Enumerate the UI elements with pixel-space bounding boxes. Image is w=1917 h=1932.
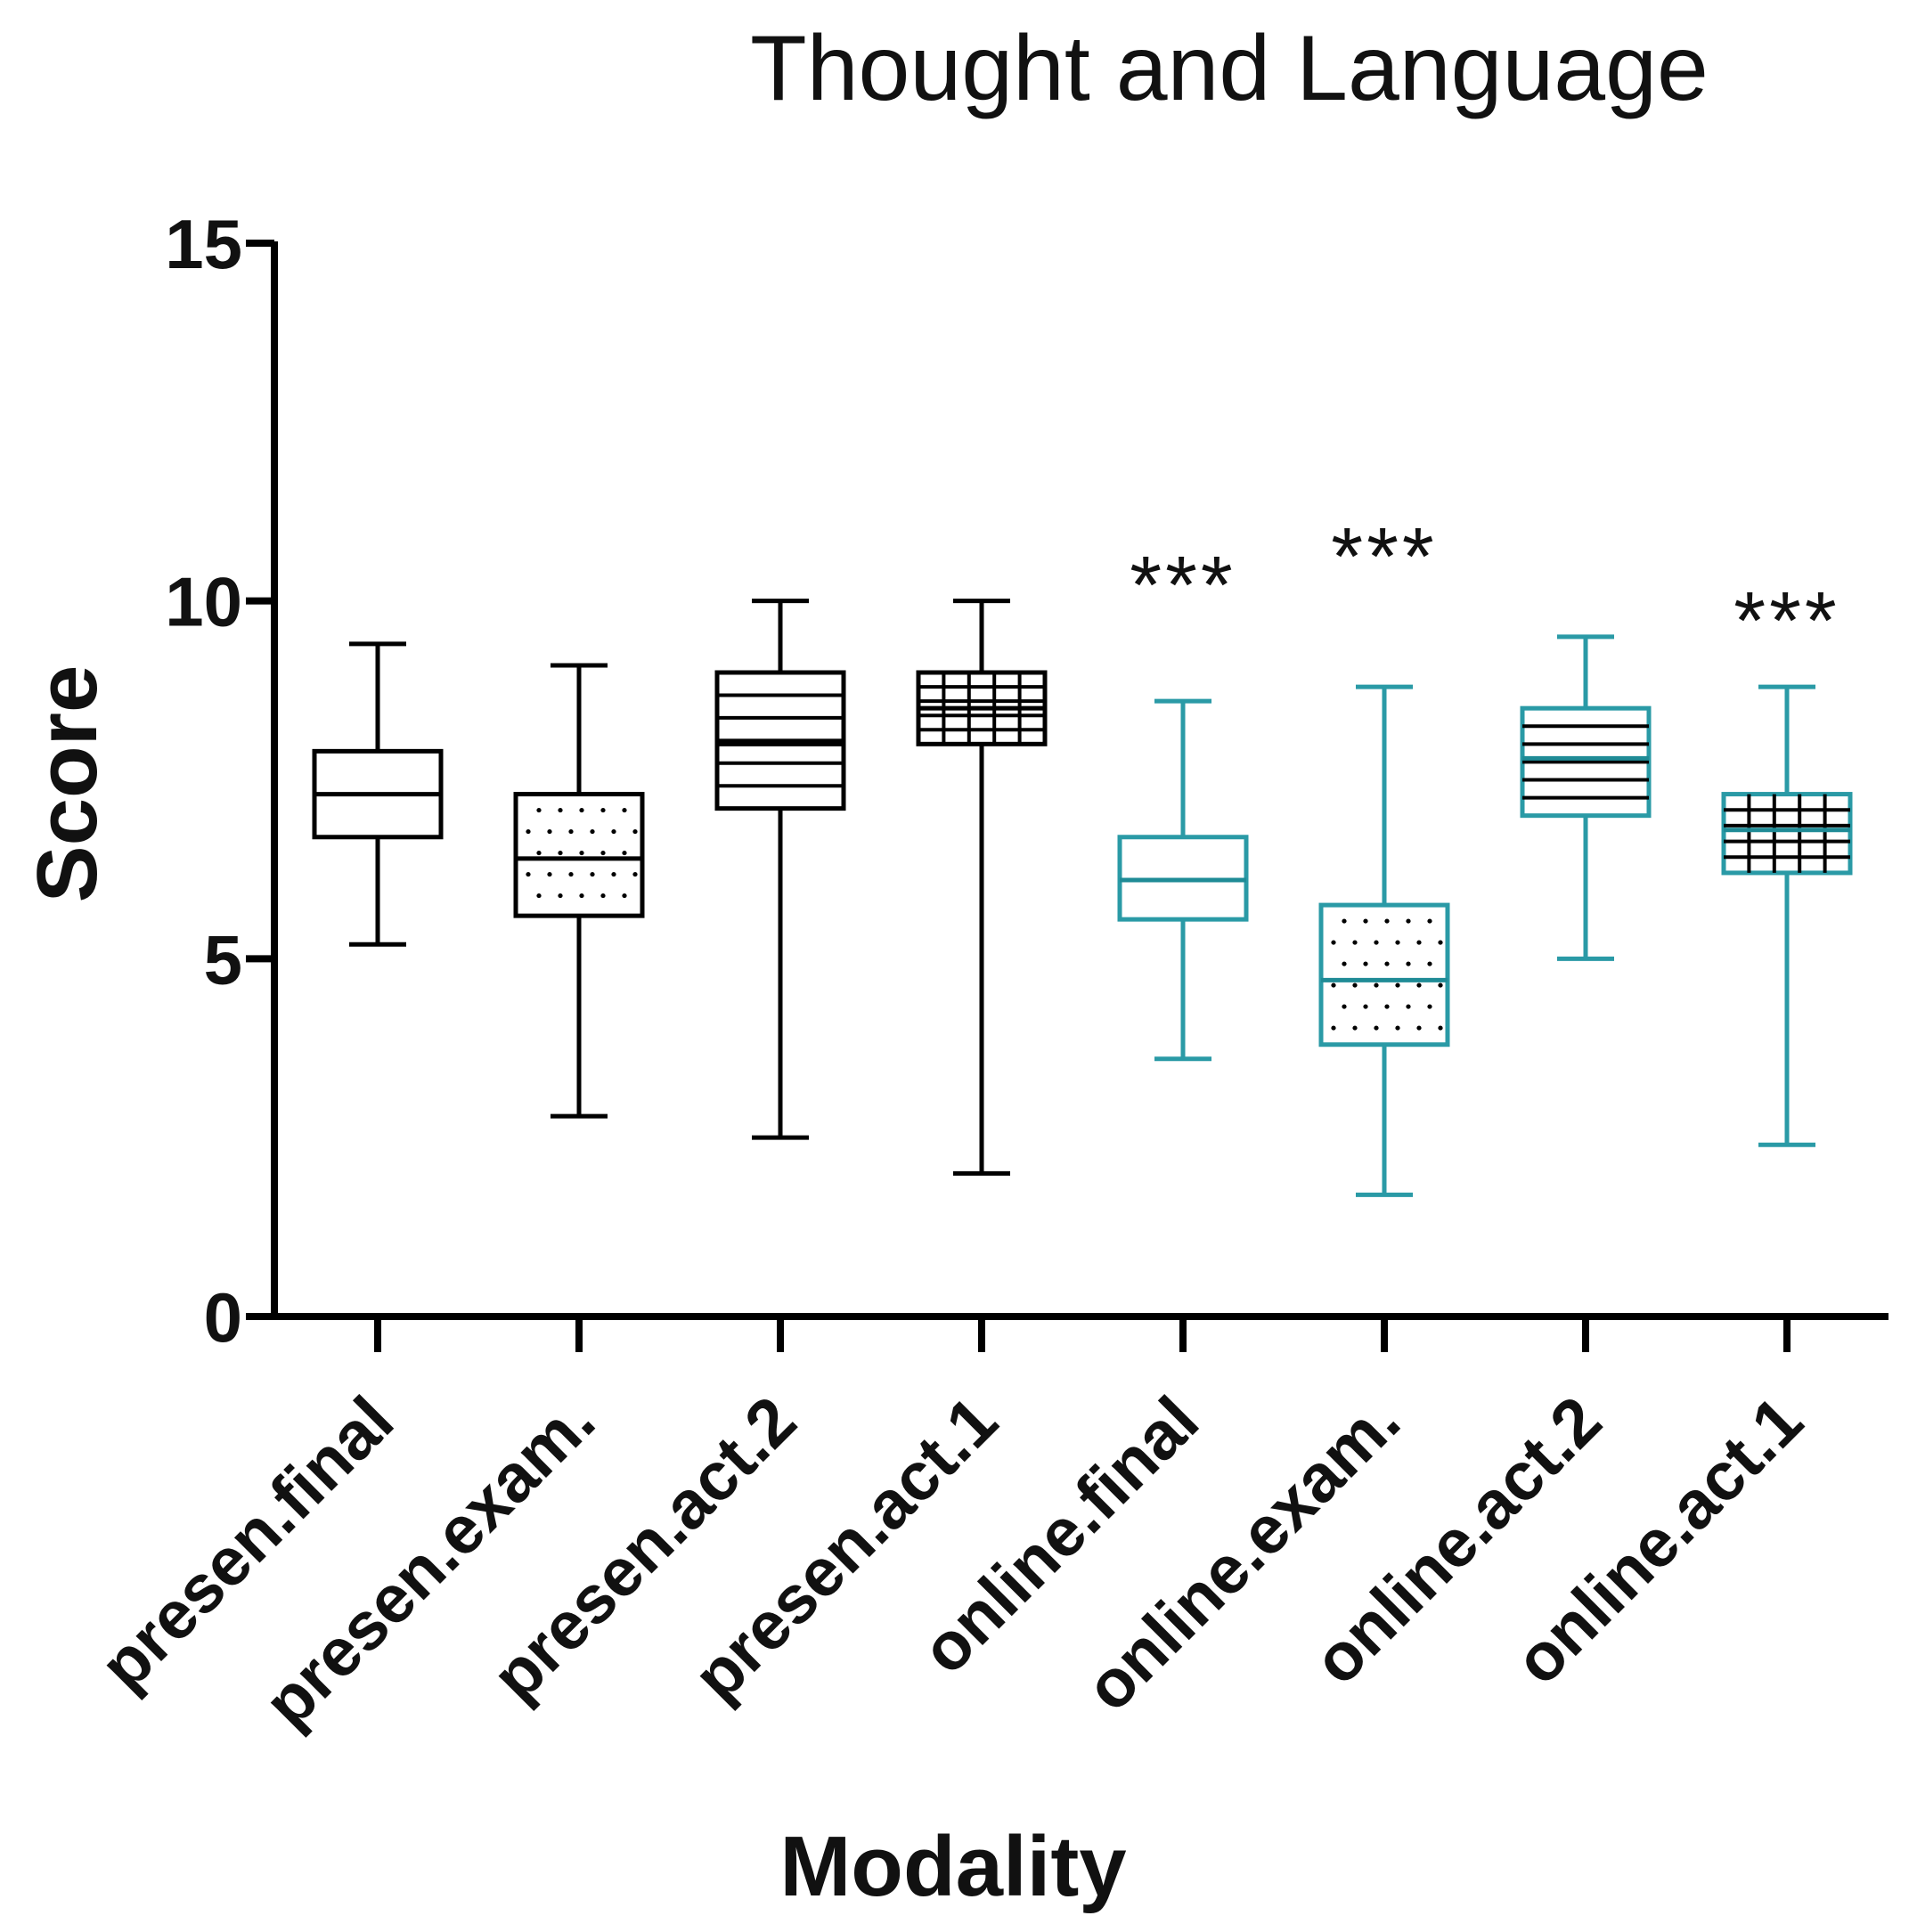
pattern-dot — [1384, 1004, 1390, 1009]
pattern-dot — [1342, 961, 1347, 966]
pattern-dot — [1363, 918, 1368, 924]
pattern-dot — [558, 893, 563, 899]
pattern-dot — [1395, 940, 1400, 945]
pattern-dot — [579, 807, 584, 813]
pattern-dot — [622, 893, 627, 899]
pattern-dot — [558, 807, 563, 813]
pattern-dot — [568, 828, 574, 835]
pattern-dot — [1427, 918, 1432, 924]
y-tick-label: 15 — [165, 205, 242, 283]
pattern-dot — [1342, 1004, 1347, 1009]
pattern-dot — [1416, 1025, 1422, 1031]
significance-marker: *** — [1733, 576, 1840, 667]
box — [1721, 792, 1853, 876]
pattern-dot — [1395, 982, 1400, 988]
pattern-dot — [611, 828, 616, 835]
y-axis-title: Score — [20, 665, 115, 903]
y-tick-label: 10 — [165, 563, 242, 641]
pattern-dot — [579, 893, 584, 899]
y-tick-label: 0 — [204, 1278, 242, 1357]
pattern-dot — [526, 828, 531, 835]
pattern-dot — [600, 893, 606, 899]
pattern-dot — [622, 807, 627, 813]
x-axis-title: Modality — [779, 1819, 1126, 1914]
pattern-dot — [1384, 918, 1390, 924]
pattern-dot — [558, 850, 563, 856]
pattern-dot — [1352, 1025, 1358, 1031]
pattern-dot — [1374, 940, 1379, 945]
pattern-dot — [547, 871, 552, 877]
box — [1318, 902, 1450, 1048]
pattern-dot — [536, 807, 542, 813]
pattern-dot — [1352, 982, 1358, 988]
pattern-dot — [1416, 940, 1422, 945]
pattern-dot — [600, 807, 606, 813]
pattern-dot — [1331, 940, 1336, 945]
pattern-dot — [1374, 1025, 1379, 1031]
pattern-dot — [536, 893, 542, 899]
pattern-dot — [1438, 940, 1443, 945]
pattern-dot — [568, 871, 574, 877]
pattern-dot — [1331, 982, 1336, 988]
pattern-dot — [1438, 982, 1443, 988]
pattern-dot — [1342, 918, 1347, 924]
pattern-dot — [1374, 982, 1379, 988]
pattern-dot — [1416, 982, 1422, 988]
pattern-dot — [632, 828, 638, 835]
pattern-dot — [1427, 1004, 1432, 1009]
pattern-dot — [1427, 961, 1432, 966]
pattern-dot — [611, 871, 616, 877]
plot-area: 051015presen.finalpresen.exam.presen.act… — [86, 205, 1888, 1742]
pattern-dot — [1438, 1025, 1443, 1031]
pattern-dot — [622, 850, 627, 856]
pattern-dot — [526, 871, 531, 877]
pattern-dot — [579, 850, 584, 856]
pattern-dot — [1406, 918, 1411, 924]
pattern-dot — [1406, 1004, 1411, 1009]
pattern-dot — [1363, 1004, 1368, 1009]
pattern-dot — [1395, 1025, 1400, 1031]
pattern-dot — [1406, 961, 1411, 966]
significance-marker: *** — [1331, 511, 1437, 602]
pattern-dot — [547, 828, 552, 835]
pattern-dot — [590, 871, 595, 877]
pattern-dot — [1363, 961, 1368, 966]
pattern-dot — [590, 828, 595, 835]
significance-marker: *** — [1130, 540, 1236, 631]
pattern-dot — [632, 871, 638, 877]
pattern-dot — [1384, 961, 1390, 966]
chart-title: Thought and Language — [750, 17, 1709, 120]
pattern-dot — [536, 850, 542, 856]
y-tick-label: 5 — [204, 920, 242, 999]
pattern-dot — [1331, 1025, 1336, 1031]
pattern-dot — [600, 850, 606, 856]
pattern-dot — [1352, 940, 1358, 945]
